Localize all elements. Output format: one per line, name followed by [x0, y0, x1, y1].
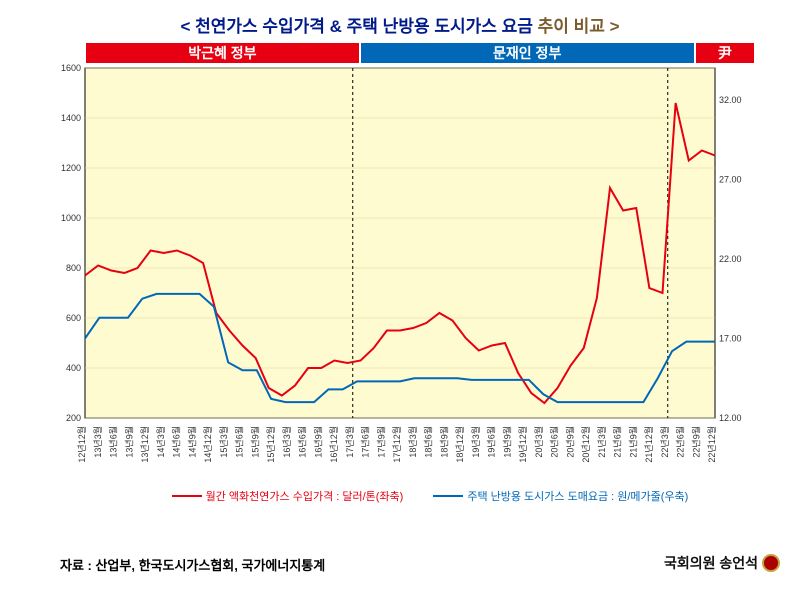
- svg-text:22년3월: 22년3월: [659, 426, 670, 458]
- svg-text:400: 400: [66, 363, 81, 373]
- legend-item: 월간 액화천연가스 수입가격 : 달러/톤(좌축): [172, 488, 404, 504]
- svg-text:1600: 1600: [61, 63, 81, 73]
- seal-icon: [762, 554, 780, 572]
- chart-title: < 천연가스 수입가격 & 주택 난방용 도시가스 요금 추이 비교 >: [0, 0, 800, 43]
- svg-text:14년3월: 14년3월: [155, 426, 166, 458]
- source-text: 자료 : 산업부, 한국도시가스협회, 국가에너지통계: [60, 555, 325, 574]
- svg-text:16년12월: 16년12월: [328, 426, 339, 463]
- svg-text:22년6월: 22년6월: [675, 426, 686, 458]
- svg-text:13년12월: 13년12월: [139, 426, 150, 463]
- svg-text:1200: 1200: [61, 163, 81, 173]
- legend-swatch: [172, 495, 202, 497]
- svg-text:16년3월: 16년3월: [281, 426, 292, 458]
- svg-text:17년12월: 17년12월: [391, 426, 402, 463]
- svg-text:21년3월: 21년3월: [596, 426, 607, 458]
- svg-text:600: 600: [66, 313, 81, 323]
- chart-container: 200 400 600 800 1000 1200 1400 1600 12.00 17.00 22…: [55, 38, 755, 478]
- svg-text:1400: 1400: [61, 113, 81, 123]
- svg-text:21년6월: 21년6월: [612, 426, 623, 458]
- svg-text:18년9월: 18년9월: [438, 426, 449, 458]
- legend: 월간 액화천연가스 수입가격 : 달러/톤(좌축) 주택 난방용 도시가스 도매요…: [100, 488, 760, 504]
- svg-text:14년9월: 14년9월: [186, 426, 197, 458]
- author-name: 국회의원 송언석: [664, 553, 758, 573]
- svg-text:19년12월: 19년12월: [517, 426, 528, 463]
- svg-text:13년9월: 13년9월: [123, 426, 134, 458]
- svg-text:27.00: 27.00: [719, 174, 742, 184]
- svg-text:20년3월: 20년3월: [533, 426, 544, 458]
- svg-text:15년12월: 15년12월: [265, 426, 276, 463]
- legend-swatch: [433, 495, 463, 497]
- svg-text:19년6월: 19년6월: [486, 426, 497, 458]
- svg-text:20년6월: 20년6월: [549, 426, 560, 458]
- line-chart: 200 400 600 800 1000 1200 1400 1600 12.00 17.00 22…: [55, 38, 755, 478]
- svg-text:19년9월: 19년9월: [501, 426, 512, 458]
- svg-text:12년12월: 12년12월: [76, 426, 87, 463]
- svg-text:15년6월: 15년6월: [234, 426, 245, 458]
- svg-text:12.00: 12.00: [719, 413, 742, 423]
- svg-text:17년6월: 17년6월: [360, 426, 371, 458]
- svg-text:32.00: 32.00: [719, 95, 742, 105]
- svg-text:15년3월: 15년3월: [218, 426, 229, 458]
- svg-text:16년9월: 16년9월: [312, 426, 323, 458]
- title-sub: 추이 비교 >: [538, 17, 620, 36]
- title-main: < 천연가스 수입가격 & 주택 난방용 도시가스 요금: [180, 17, 537, 36]
- legend-item: 주택 난방용 도시가스 도매요금 : 원/메가줄(우축): [433, 488, 688, 504]
- svg-text:14년12월: 14년12월: [202, 426, 213, 463]
- svg-text:22.00: 22.00: [719, 254, 742, 264]
- svg-text:16년6월: 16년6월: [297, 426, 308, 458]
- author-credit: 국회의원 송언석: [664, 553, 780, 573]
- svg-text:13년6월: 13년6월: [108, 426, 119, 458]
- svg-text:21년12월: 21년12월: [643, 426, 654, 463]
- svg-text:800: 800: [66, 263, 81, 273]
- svg-text:19년3월: 19년3월: [470, 426, 481, 458]
- svg-text:17.00: 17.00: [719, 333, 742, 343]
- svg-text:18년12월: 18년12월: [454, 426, 465, 463]
- svg-text:21년9월: 21년9월: [627, 426, 638, 458]
- svg-text:1000: 1000: [61, 213, 81, 223]
- legend-label: 월간 액화천연가스 수입가격 : 달러/톤(좌축): [206, 488, 404, 504]
- svg-text:20년9월: 20년9월: [564, 426, 575, 458]
- svg-text:22년9월: 22년9월: [690, 426, 701, 458]
- svg-text:22년12월: 22년12월: [706, 426, 717, 463]
- svg-text:17년3월: 17년3월: [344, 426, 355, 458]
- svg-text:18년6월: 18년6월: [423, 426, 434, 458]
- svg-text:18년3월: 18년3월: [407, 426, 418, 458]
- legend-label: 주택 난방용 도시가스 도매요금 : 원/메가줄(우축): [467, 488, 688, 504]
- svg-text:20년12월: 20년12월: [580, 426, 591, 463]
- svg-text:15년9월: 15년9월: [249, 426, 260, 458]
- svg-text:17년9월: 17년9월: [375, 426, 386, 458]
- svg-text:14년6월: 14년6월: [171, 426, 182, 458]
- svg-text:200: 200: [66, 413, 81, 423]
- svg-text:13년3월: 13년3월: [92, 426, 103, 458]
